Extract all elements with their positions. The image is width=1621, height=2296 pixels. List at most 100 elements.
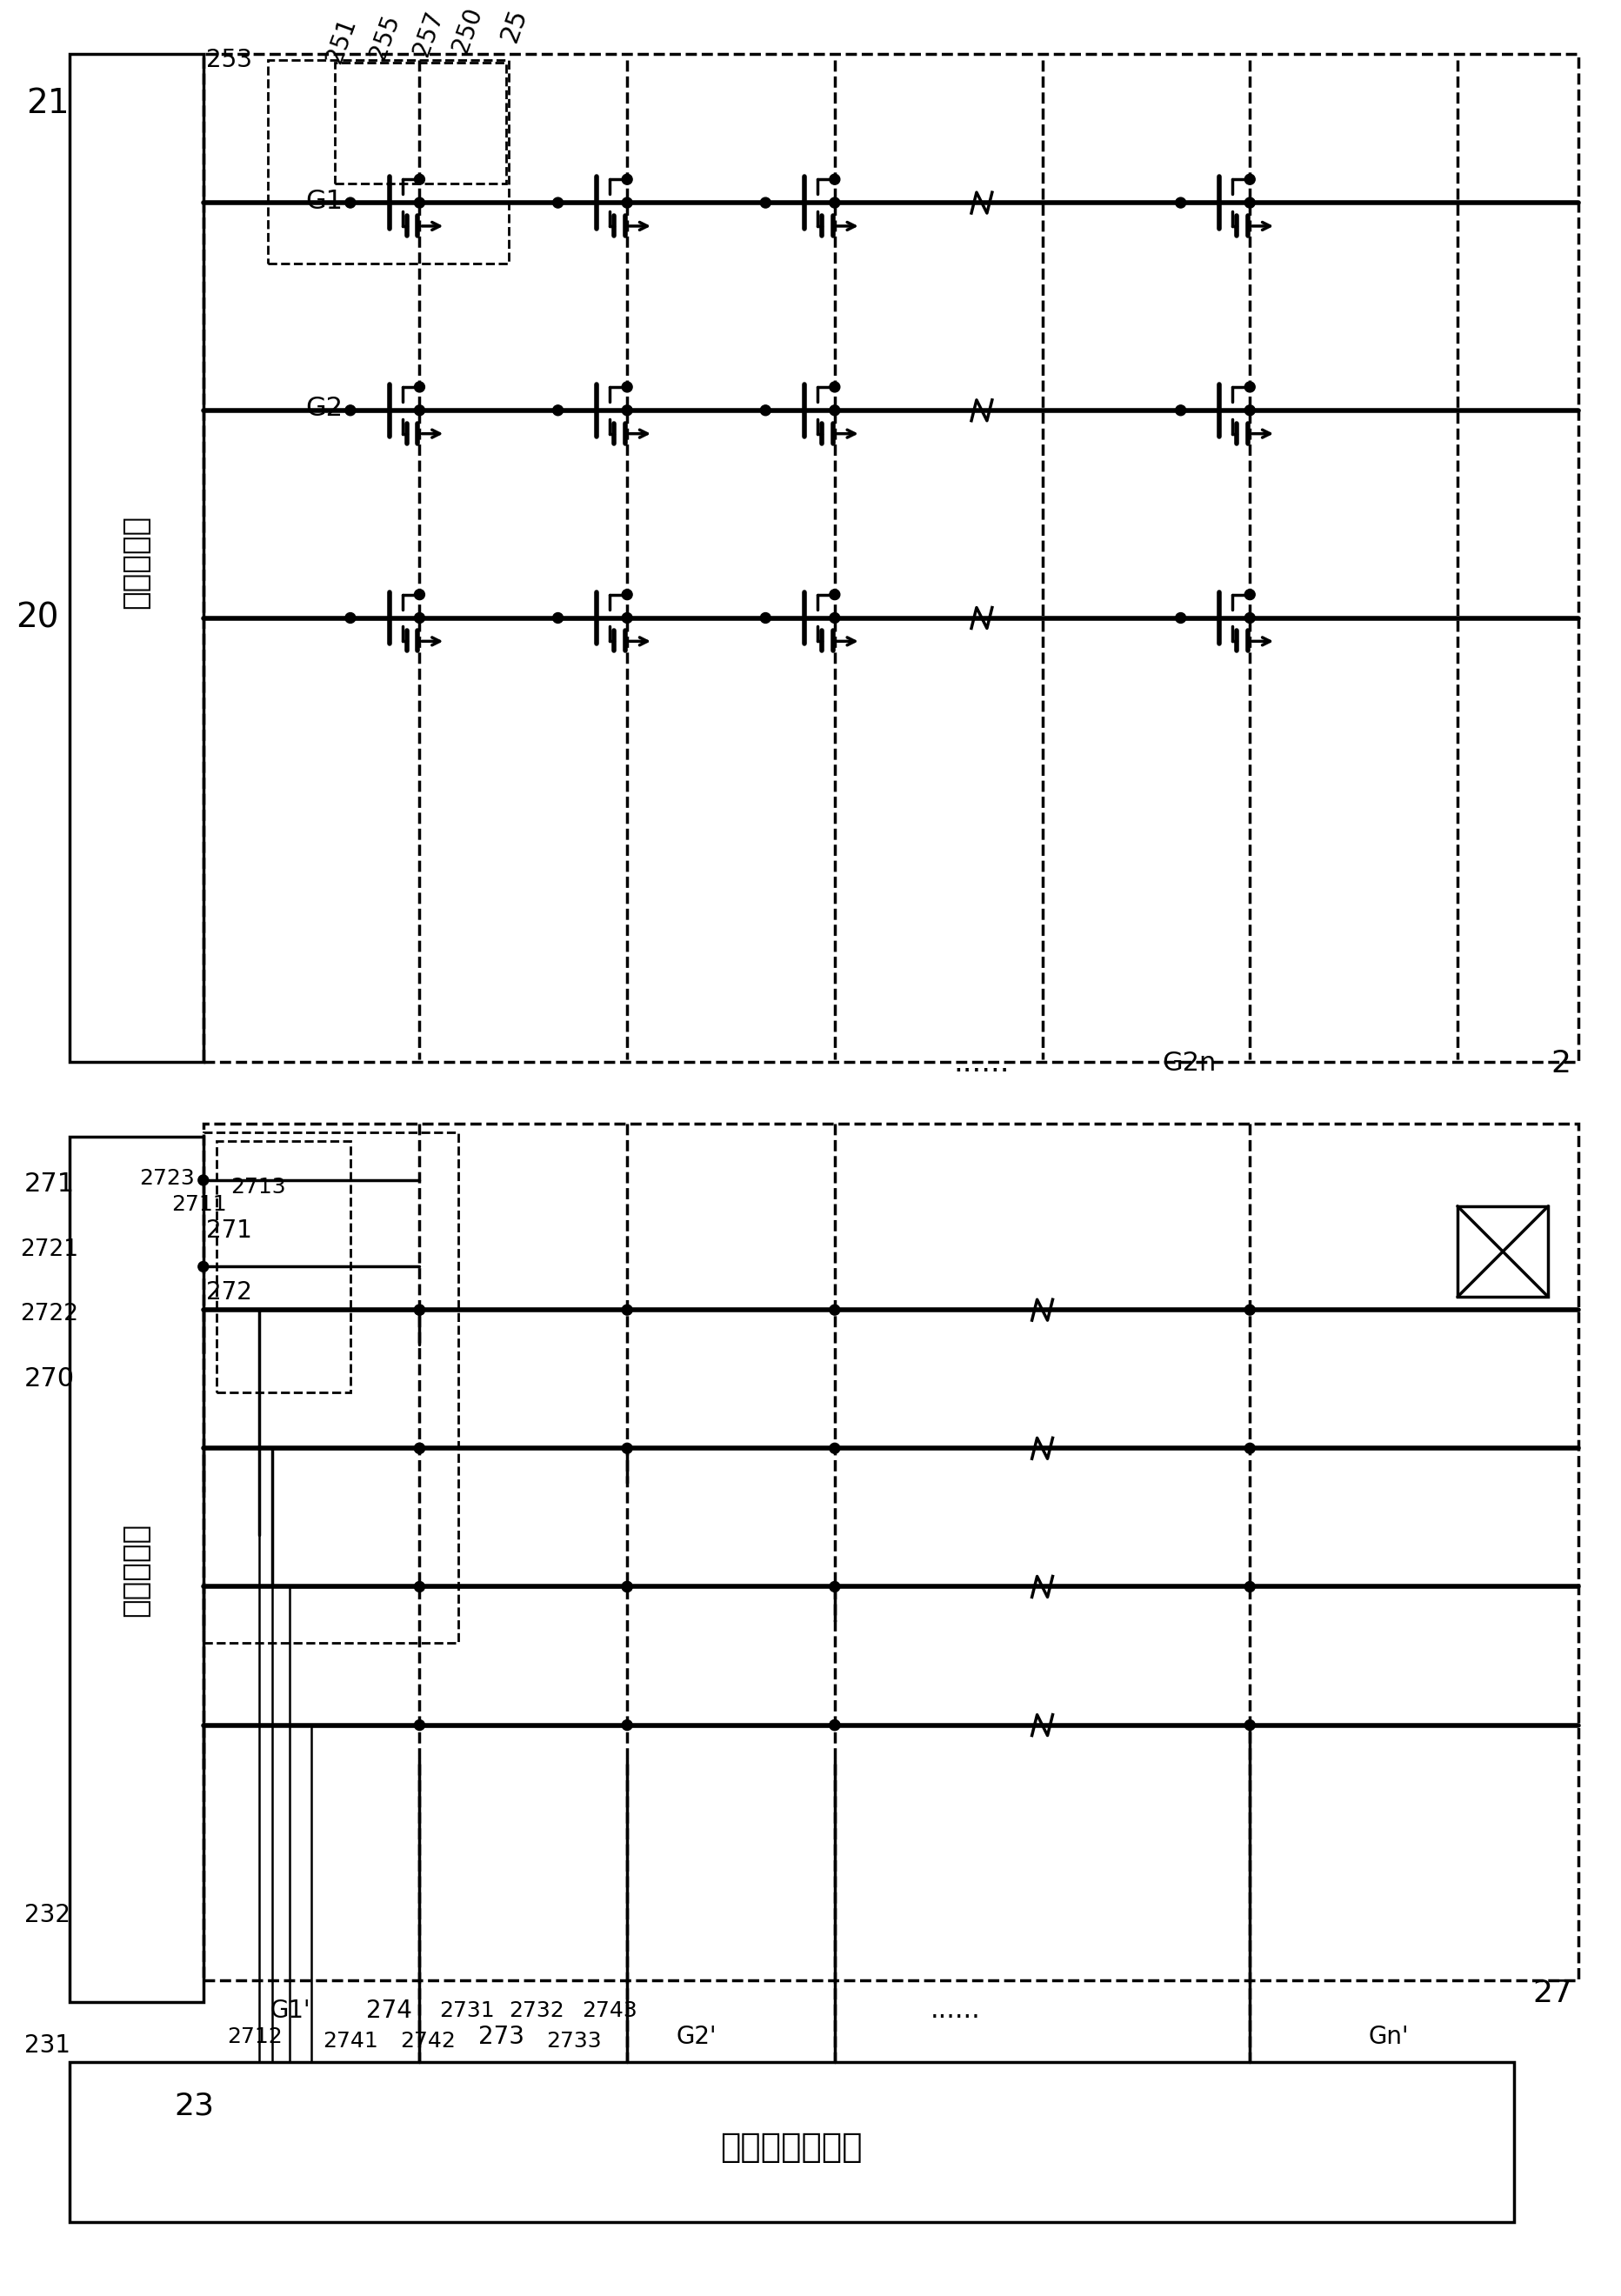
Circle shape <box>760 197 770 209</box>
Circle shape <box>1243 197 1255 209</box>
Circle shape <box>621 590 632 599</box>
Text: 272: 272 <box>206 1281 253 1304</box>
Circle shape <box>413 1444 425 1453</box>
Circle shape <box>413 404 425 416</box>
Circle shape <box>621 1304 632 1316</box>
Bar <box>1457 1205 1548 1297</box>
Circle shape <box>1243 404 1255 416</box>
Circle shape <box>828 1720 840 1731</box>
Circle shape <box>413 381 425 393</box>
Text: Gn': Gn' <box>1368 2025 1407 2048</box>
Text: 231: 231 <box>24 2032 71 2057</box>
Text: 源极驱动器: 源极驱动器 <box>122 514 151 608</box>
Bar <box>203 1125 1577 1979</box>
Bar <box>70 2062 1512 2223</box>
Text: 栅极驱动器电路: 栅极驱动器电路 <box>720 2131 862 2163</box>
Circle shape <box>345 613 355 622</box>
Circle shape <box>198 1261 209 1272</box>
Text: G2n: G2n <box>1162 1052 1216 1077</box>
Circle shape <box>1243 613 1255 622</box>
Text: ......: ...... <box>930 1998 981 2023</box>
Circle shape <box>760 404 770 416</box>
Circle shape <box>413 197 425 209</box>
Circle shape <box>621 197 632 209</box>
Circle shape <box>828 381 840 393</box>
Circle shape <box>828 404 840 416</box>
Circle shape <box>1175 197 1185 209</box>
Text: 2: 2 <box>1550 1049 1571 1079</box>
Circle shape <box>621 1582 632 1591</box>
Text: 2732: 2732 <box>509 2000 564 2020</box>
Circle shape <box>345 197 355 209</box>
Text: 232: 232 <box>24 1903 71 1929</box>
Circle shape <box>413 1444 425 1453</box>
Text: 2731: 2731 <box>439 2000 494 2020</box>
Text: ......: ...... <box>953 1049 1010 1077</box>
Text: 270: 270 <box>24 1366 75 1391</box>
Text: 273: 273 <box>478 2025 525 2048</box>
Circle shape <box>413 613 425 622</box>
Circle shape <box>1243 1304 1255 1316</box>
Circle shape <box>621 1720 632 1731</box>
Circle shape <box>413 1304 425 1316</box>
Circle shape <box>1175 613 1185 622</box>
Circle shape <box>1243 174 1255 184</box>
Text: G2: G2 <box>305 395 344 420</box>
Circle shape <box>621 404 632 416</box>
Circle shape <box>621 174 632 184</box>
Circle shape <box>621 1444 632 1453</box>
Text: G1: G1 <box>305 188 344 214</box>
Text: 2742: 2742 <box>400 2030 456 2050</box>
Text: 25: 25 <box>496 5 532 46</box>
Bar <box>216 1141 350 1391</box>
Circle shape <box>828 197 840 209</box>
Circle shape <box>413 1720 425 1731</box>
Circle shape <box>621 613 632 622</box>
Circle shape <box>828 1444 840 1453</box>
Circle shape <box>828 1304 840 1316</box>
Text: 21: 21 <box>26 87 70 119</box>
Circle shape <box>1175 404 1185 416</box>
Circle shape <box>1243 381 1255 393</box>
Text: 23: 23 <box>175 2092 214 2122</box>
Text: 2712: 2712 <box>227 2025 282 2048</box>
Text: 20: 20 <box>16 602 58 634</box>
Text: 253: 253 <box>206 48 253 71</box>
Circle shape <box>413 1582 425 1591</box>
Circle shape <box>413 590 425 599</box>
Circle shape <box>828 174 840 184</box>
Circle shape <box>1243 1720 1255 1731</box>
Text: 257: 257 <box>408 7 447 60</box>
Circle shape <box>413 1304 425 1316</box>
Text: 250: 250 <box>447 5 486 55</box>
Bar <box>70 53 203 1061</box>
Text: 2722: 2722 <box>19 1302 78 1325</box>
Circle shape <box>1243 1582 1255 1591</box>
Circle shape <box>1243 1444 1255 1453</box>
Text: 2721: 2721 <box>19 1238 78 1261</box>
Text: 27: 27 <box>1532 1979 1572 2009</box>
Text: G2': G2' <box>676 2025 716 2048</box>
Text: 274: 274 <box>366 1998 412 2023</box>
Circle shape <box>553 404 562 416</box>
Circle shape <box>621 1582 632 1591</box>
Circle shape <box>198 1176 209 1185</box>
Text: 2713: 2713 <box>230 1176 285 1199</box>
Text: 2741: 2741 <box>323 2030 378 2050</box>
Bar <box>203 53 1577 1061</box>
Text: 2733: 2733 <box>546 2030 601 2050</box>
Text: 栅极驱动器: 栅极驱动器 <box>122 1522 151 1616</box>
Bar <box>203 1132 459 1644</box>
Circle shape <box>345 404 355 416</box>
Circle shape <box>1243 590 1255 599</box>
Text: 251: 251 <box>323 14 361 67</box>
Text: G1': G1' <box>269 1998 310 2023</box>
Circle shape <box>828 613 840 622</box>
Text: 271: 271 <box>24 1171 75 1196</box>
Circle shape <box>760 613 770 622</box>
Bar <box>267 60 509 264</box>
Circle shape <box>553 613 562 622</box>
Circle shape <box>413 174 425 184</box>
Bar <box>70 1137 203 2002</box>
Text: 2711: 2711 <box>172 1194 227 1215</box>
